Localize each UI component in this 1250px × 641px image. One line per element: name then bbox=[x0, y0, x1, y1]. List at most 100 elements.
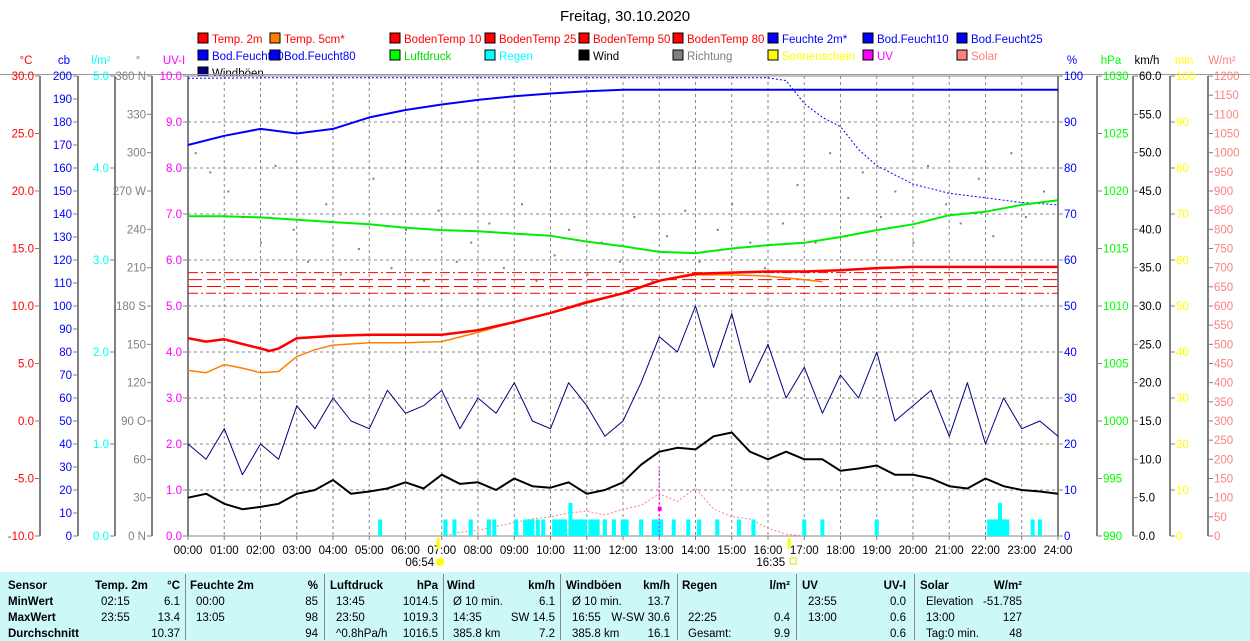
axis-tick-label: 550 bbox=[1214, 320, 1233, 332]
data-point bbox=[749, 241, 752, 244]
data-point bbox=[894, 190, 897, 193]
cell-value: 13.7 bbox=[647, 596, 670, 608]
axis-tick-label: 40 bbox=[1176, 347, 1189, 359]
legend-label: Wind bbox=[593, 51, 619, 63]
row-label: Durchschnitt bbox=[8, 628, 79, 640]
axis-tick-label: 250 bbox=[1214, 435, 1233, 447]
series-wind bbox=[187, 431, 1059, 511]
x-tick-label: 05:00 bbox=[355, 545, 384, 557]
rain-bar bbox=[563, 519, 567, 536]
axis-tick-label: 30 bbox=[1064, 393, 1077, 405]
axis-tick-label: 8.0 bbox=[166, 163, 182, 175]
rain-bar bbox=[588, 519, 593, 536]
axis-tick-label: 3.0 bbox=[166, 393, 182, 405]
data-point bbox=[227, 190, 230, 193]
rain-bar bbox=[697, 519, 702, 536]
cell-value: 98 bbox=[305, 612, 318, 624]
axis-unit: l/m² bbox=[91, 55, 110, 67]
axes: °C 30.0 25.0 20.0 15.0 10.0 5.0 0.0 -5.0 -10.0 cb 2… bbox=[8, 55, 1240, 543]
axis-tick-label: 45.0 bbox=[1139, 186, 1161, 198]
rain-bar bbox=[802, 519, 807, 536]
cell-label: 02:15 bbox=[101, 596, 130, 608]
axis-tick-label: 30.0 bbox=[12, 71, 34, 83]
data-point bbox=[600, 241, 603, 244]
data-point bbox=[260, 241, 262, 244]
axis-unit: hPa bbox=[1101, 55, 1122, 67]
data-point bbox=[568, 228, 571, 231]
column-header: Temp. 2m bbox=[95, 580, 148, 592]
data-point bbox=[390, 267, 393, 270]
legend-swatch bbox=[484, 49, 496, 61]
rain-bar bbox=[659, 519, 664, 536]
cell-label: 16:55 bbox=[572, 612, 601, 624]
rain-bar bbox=[582, 519, 587, 536]
series-richtung bbox=[194, 152, 1045, 282]
legend-item: BodenTemp 80 bbox=[672, 32, 764, 46]
cell-value: 7.2 bbox=[539, 628, 555, 640]
axis-tick-label: 80 bbox=[59, 347, 72, 359]
axis-cb: cb20019018017016015014013012011010090807… bbox=[53, 55, 79, 543]
data-point bbox=[502, 267, 505, 270]
cell-value: -51.785 bbox=[982, 596, 1022, 608]
axis-tick-label: 10 bbox=[1064, 485, 1077, 497]
legend-item: Sonnenschein bbox=[767, 49, 855, 63]
sunrise-time: 06:54 bbox=[405, 557, 434, 569]
legend-swatch bbox=[269, 32, 281, 44]
axis-tick-label: 80 bbox=[1064, 163, 1077, 175]
axis-tick-label: 1005 bbox=[1103, 359, 1129, 371]
axis-tick-label: -10.0 bbox=[8, 531, 34, 543]
axis-tick-label: 990 bbox=[1103, 531, 1122, 543]
axis-tick-label: 0.0 bbox=[1139, 531, 1155, 543]
axis-unit: km/h bbox=[1135, 55, 1160, 67]
cell-label: 23:55 bbox=[101, 612, 130, 624]
rain-bar bbox=[595, 519, 600, 536]
axis-unit: % bbox=[1067, 55, 1077, 67]
legend-item: Feuchte 2m* bbox=[767, 32, 848, 46]
rain-bar bbox=[555, 519, 560, 536]
axis-tick-label: 0.0 bbox=[18, 416, 34, 428]
rain-bar bbox=[715, 519, 720, 536]
legend-label: BodenTemp 25 bbox=[499, 34, 576, 46]
legend-swatch bbox=[269, 49, 281, 61]
series-temp-5cm- bbox=[187, 274, 823, 374]
axis-tick-label: 100 bbox=[1064, 71, 1083, 83]
axis-tick-label: 0 bbox=[1214, 531, 1220, 543]
legend-label: Luftdruck bbox=[404, 51, 452, 63]
legend-label: BodenTemp 50 bbox=[593, 34, 670, 46]
data-point bbox=[423, 279, 426, 282]
axis-tick-label: 1.0 bbox=[166, 485, 182, 497]
legend-swatch bbox=[197, 49, 209, 61]
legend-label: Bod.Feucht80 bbox=[284, 51, 356, 63]
rain-bar bbox=[1030, 519, 1035, 536]
data-point bbox=[977, 177, 980, 180]
series-line bbox=[187, 431, 1059, 511]
legend-swatch bbox=[672, 32, 684, 44]
cell-label: 13:05 bbox=[196, 612, 225, 624]
data-point bbox=[339, 273, 342, 276]
legend-swatch bbox=[862, 49, 874, 61]
column-divider bbox=[560, 574, 561, 640]
cell-label: Tag:0 min. bbox=[926, 628, 980, 640]
axis-uv: UV-I 10.0 9.0 8.0 7.0 6.0 5.0 4.0 3.0 2.0 1.0 0.0 bbox=[160, 55, 189, 543]
axis-unit: °C bbox=[20, 55, 33, 67]
rain-bar bbox=[1037, 519, 1042, 536]
data-point bbox=[945, 203, 948, 206]
axis-tick-label: 120 bbox=[53, 255, 72, 267]
row-label: Sensor bbox=[8, 580, 47, 592]
axis-tick-label: 150 bbox=[1214, 474, 1233, 486]
data-point bbox=[716, 228, 719, 231]
series-line bbox=[441, 487, 805, 537]
cell-value: 6.1 bbox=[164, 596, 180, 608]
data-point bbox=[470, 241, 473, 244]
rain-bar bbox=[621, 519, 625, 536]
data-point bbox=[1043, 190, 1045, 193]
axis-tick-label: 50 bbox=[1176, 301, 1189, 313]
data-point bbox=[633, 216, 636, 219]
x-tick-label: 12:00 bbox=[609, 545, 638, 557]
axis-tick-label: 15.0 bbox=[1139, 416, 1161, 428]
rain-bar bbox=[751, 519, 756, 536]
cell-label: 22:25 bbox=[688, 612, 717, 624]
axis-tick-label: 10 bbox=[59, 508, 72, 520]
x-tick-label: 06:00 bbox=[391, 545, 420, 557]
